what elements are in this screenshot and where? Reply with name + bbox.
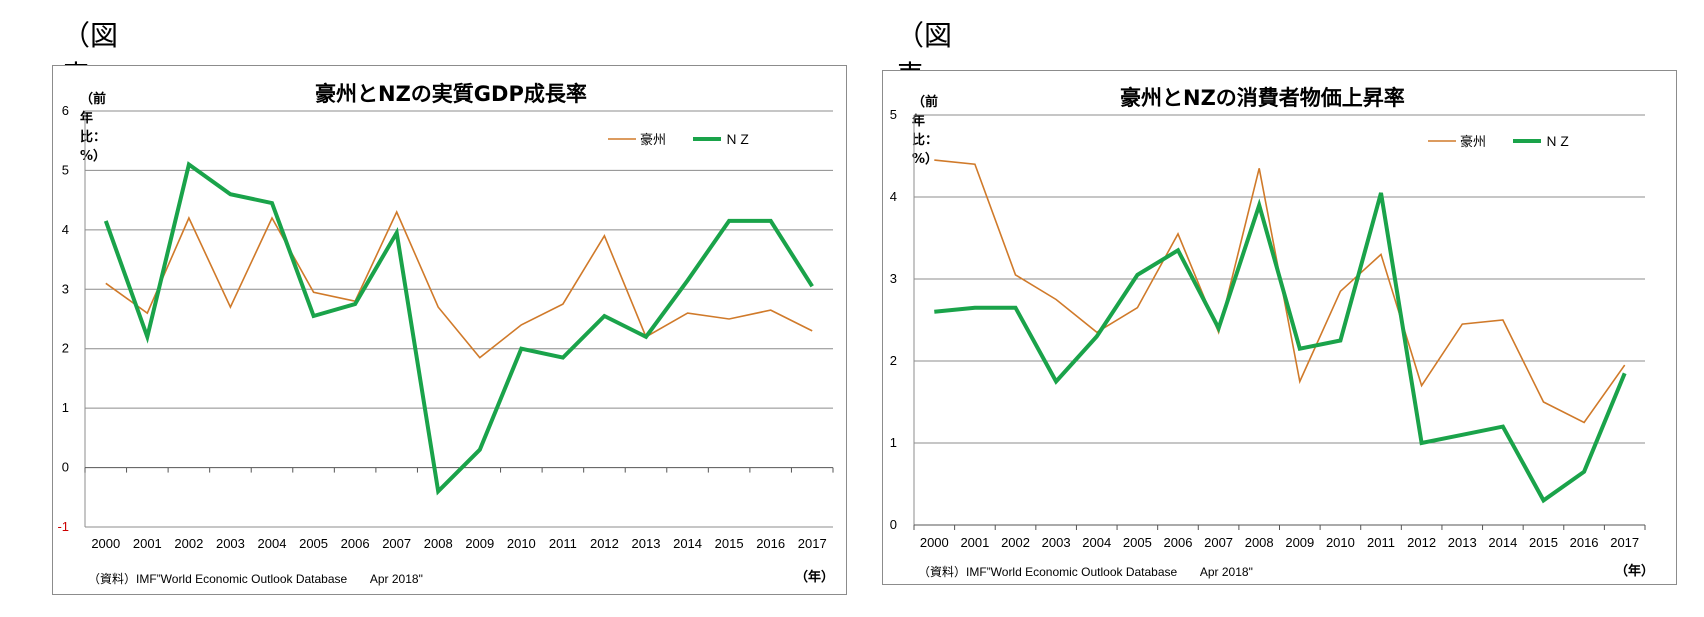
figure-6-legend-australia-label: 豪州 xyxy=(640,132,666,147)
figure-6-legend-nz-label: ＮＺ xyxy=(725,132,751,147)
figure-6-frame xyxy=(52,65,847,595)
figure-6-y-tick-label: 5 xyxy=(62,162,69,177)
figure-7-x-tick-label: 2005 xyxy=(1123,535,1152,550)
figure-6-series-australia-line xyxy=(105,210,813,359)
figure-7-x-tick-label: 2002 xyxy=(1001,535,1030,550)
figure-6-year-unit: （年） xyxy=(795,570,835,585)
figure-6-y-tick-label: 3 xyxy=(62,281,69,296)
figure-6-x-tick-label: 2016 xyxy=(756,536,785,551)
figure-7-unit-label: （前年比：%） xyxy=(912,95,939,167)
figure-7-y-tick-label: 5 xyxy=(890,107,897,122)
figure-6-x-tick-label: 2005 xyxy=(299,536,328,551)
figure-6-x-tick-label: 2009 xyxy=(465,536,494,551)
figure-6-x-tick-label: 2011 xyxy=(549,536,577,551)
figure-7-year-unit: （年） xyxy=(1615,564,1655,579)
figure-6-x-tick-label: 2017 xyxy=(798,536,827,551)
figure-6-y-tick-label: 0 xyxy=(62,460,69,475)
figure-7-x-tick-label: 2011 xyxy=(1367,535,1395,550)
figure-7-y-tick-label: 0 xyxy=(890,517,897,532)
figure-6-x-tick-label: 2010 xyxy=(507,536,536,551)
figure-7-series-nz-line xyxy=(934,192,1627,504)
figure-7-x-tick-label: 2012 xyxy=(1407,535,1436,550)
figure-6-x-tick-label: 2014 xyxy=(673,536,702,551)
figure-6-x-tick-label: 2013 xyxy=(632,536,661,551)
figure-6-x-tick-label: 2012 xyxy=(590,536,619,551)
figure-7-x-tick-label: 2006 xyxy=(1164,535,1193,550)
figure-6-x-tick-label: 2007 xyxy=(382,536,411,551)
figure-7-legend-nz-label: ＮＺ xyxy=(1545,134,1571,149)
figure-7-x-tick-label: 2009 xyxy=(1285,535,1314,550)
figure-6-y-tick-label: -1 xyxy=(57,519,69,534)
figure-7-x-tick-label: 2017 xyxy=(1610,535,1639,550)
figure-6-x-tick-label: 2003 xyxy=(216,536,245,551)
figure-6-x-tick-label: 2000 xyxy=(91,536,120,551)
figure-7-source: （資料）IMF”World Economic Outlook Database … xyxy=(918,565,1253,579)
figure-7-x-tick-label: 2004 xyxy=(1082,535,1111,550)
figure-7-x-tick-label: 2014 xyxy=(1488,535,1517,550)
figure-7-y-tick-label: 3 xyxy=(890,271,897,286)
figure-7-series-australia-line xyxy=(934,159,1626,424)
figure-7-y-tick-label: 1 xyxy=(890,435,897,450)
figure-7-x-tick-label: 2010 xyxy=(1326,535,1355,550)
figure-7-x-tick-label: 2016 xyxy=(1570,535,1599,550)
figure-7-y-tick-label: 2 xyxy=(890,353,897,368)
figure-6-source: （資料）IMF”World Economic Outlook Database … xyxy=(88,572,423,586)
figure-6-y-tick-label: 6 xyxy=(62,103,69,118)
figure-7-x-tick-label: 2003 xyxy=(1042,535,1071,550)
figure-7-title: 豪州とNZの消費者物価上昇率 xyxy=(1120,86,1405,110)
figure-7-x-tick-label: 2000 xyxy=(920,535,949,550)
figure-6-x-tick-label: 2008 xyxy=(424,536,453,551)
figure-7-x-tick-label: 2013 xyxy=(1448,535,1477,550)
figure-6-x-tick-label: 2004 xyxy=(258,536,287,551)
figure-7-x-tick-label: 2007 xyxy=(1204,535,1233,550)
figure-6-title: 豪州とNZの実質GDP成長率 xyxy=(315,82,587,106)
figure-6-x-tick-label: 2015 xyxy=(715,536,744,551)
figure-7-y-tick-label: 4 xyxy=(890,189,897,204)
figure-6-x-tick-label: 2002 xyxy=(174,536,203,551)
figure-6-unit-label: （前年比：%） xyxy=(80,92,107,164)
figure-7-legend-australia-label: 豪州 xyxy=(1460,134,1486,149)
figure-6-y-tick-label: 2 xyxy=(62,341,69,356)
figure-6-y-tick-label: 4 xyxy=(62,222,69,237)
figure-7-x-tick-label: 2001 xyxy=(960,535,989,550)
figure-7-x-tick-label: 2008 xyxy=(1245,535,1274,550)
figure-6-y-tick-label: 1 xyxy=(62,400,69,415)
figure-6-series-nz-line xyxy=(103,161,814,496)
figure-6-x-tick-label: 2001 xyxy=(133,536,162,551)
figure-7-x-tick-label: 2015 xyxy=(1529,535,1558,550)
figure-6-x-tick-label: 2006 xyxy=(341,536,370,551)
